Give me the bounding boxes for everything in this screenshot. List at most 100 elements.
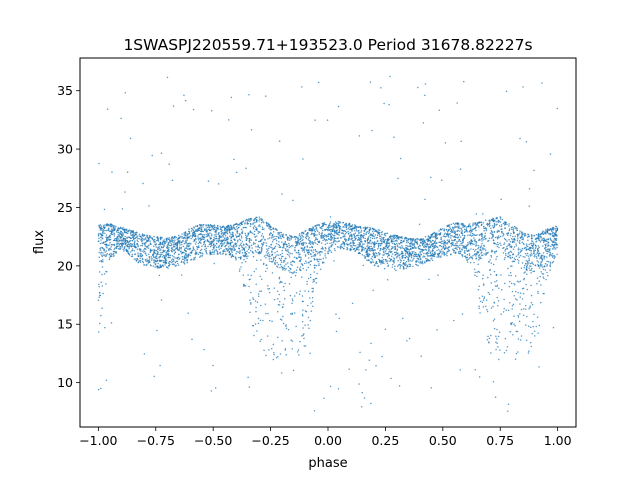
data-point [505,221,507,224]
data-point [121,208,124,210]
data-point [177,237,180,240]
data-point [228,227,230,229]
data-point [275,237,277,240]
data-point [477,224,479,227]
data-point [190,230,193,232]
data-point [288,254,290,256]
data-point [337,388,340,390]
data-point [493,270,496,273]
data-point [516,299,518,301]
data-point [157,239,159,241]
data-point [204,248,206,251]
data-point [222,253,224,255]
data-point [479,256,482,258]
data-point [404,252,407,255]
data-point [396,248,399,250]
data-point [393,262,395,264]
data-point [547,233,550,235]
data-point [170,242,172,245]
data-point [477,244,480,247]
data-point [399,246,402,248]
data-point [289,313,292,315]
data-point [453,232,456,234]
data-point [478,254,481,256]
data-point [437,248,440,251]
data-point [374,230,376,232]
data-point [486,252,488,254]
data-point [259,240,261,243]
data-point [276,266,279,268]
data-point [175,248,177,250]
data-point [236,227,239,230]
data-point [118,244,120,246]
data-point [277,336,279,339]
data-point [228,247,231,250]
data-point [475,213,478,215]
data-point [471,228,474,231]
data-point [360,229,363,232]
data-point [272,256,275,259]
data-point [418,261,420,263]
data-point [441,179,443,181]
data-point [213,253,215,255]
data-point [434,233,437,235]
data-point [253,219,255,222]
data-point [356,229,358,232]
data-point [171,240,173,242]
data-point [302,327,304,329]
data-point [321,251,323,253]
data-point [209,229,211,231]
data-point [448,224,451,226]
data-point [507,309,510,312]
data-point [154,249,156,252]
data-point [183,252,185,254]
data-point [471,234,474,237]
data-point [437,274,439,276]
data-point [145,238,147,240]
data-point [384,250,387,252]
data-point [494,251,496,253]
data-point [314,264,316,267]
data-point [116,243,118,246]
data-point [403,263,406,265]
data-point [540,263,542,265]
data-point [105,283,107,285]
data-point [449,226,451,228]
data-point [148,258,151,260]
data-point [504,248,507,251]
data-point [336,245,339,248]
data-point [142,182,144,185]
data-point [345,228,348,230]
data-point [321,235,323,237]
data-point [173,249,175,252]
data-point [114,250,116,253]
data-point [290,238,292,240]
data-point [258,253,260,255]
data-point [187,256,189,258]
data-point [128,254,131,256]
data-point [285,268,287,270]
data-point [468,231,471,233]
data-point [506,345,509,348]
data-point [354,239,356,242]
data-point [391,238,393,240]
data-point [100,246,102,249]
data-point [454,247,456,250]
data-point [177,234,180,237]
data-point [265,264,268,266]
data-point [105,379,108,381]
data-point [418,244,421,246]
data-point [279,300,281,303]
data-point [362,236,365,238]
data-point [308,249,310,251]
data-point [281,281,283,283]
data-point [471,232,474,235]
data-point [385,260,387,263]
data-point [477,252,479,254]
data-point [351,224,354,226]
data-point [304,229,307,232]
data-point [380,231,382,234]
data-point [159,247,161,250]
data-point [344,233,347,235]
data-point [540,254,543,257]
